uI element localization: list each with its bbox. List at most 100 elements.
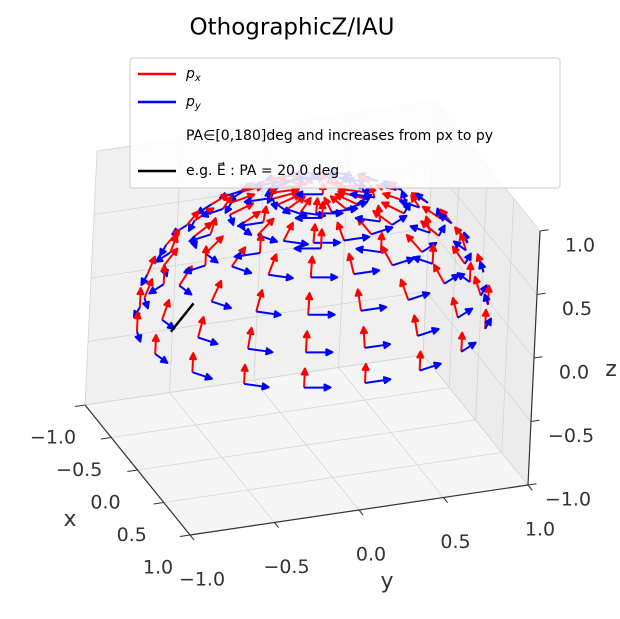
y-axis-line xyxy=(189,484,529,536)
legend-box xyxy=(129,57,561,189)
arrow xyxy=(151,333,160,354)
arrow xyxy=(458,232,467,251)
arrow xyxy=(209,217,218,235)
tick-mark xyxy=(101,437,112,440)
arrow xyxy=(204,235,224,255)
arrow xyxy=(307,255,316,278)
arrow xyxy=(161,319,176,330)
grid-line xyxy=(338,367,444,498)
arrow xyxy=(200,208,224,218)
arrow xyxy=(409,224,431,234)
arrow xyxy=(276,203,291,215)
tick-label: −1.0 xyxy=(179,569,225,591)
arrow xyxy=(349,190,375,199)
arrow xyxy=(268,185,277,199)
arrow xyxy=(411,314,420,337)
tick-mark xyxy=(539,229,549,232)
tick-mark xyxy=(127,469,138,472)
arrow xyxy=(412,255,433,265)
legend-label: e.g. E⃗ : PA = 20.0 deg xyxy=(186,161,339,179)
arrow xyxy=(399,278,410,301)
arrow xyxy=(261,205,270,223)
tick-mark xyxy=(189,534,195,541)
arrow xyxy=(224,202,233,214)
legend: px py PA∈[0,180]deg and increases from p… xyxy=(129,57,561,189)
arrow xyxy=(154,353,169,364)
arrow xyxy=(256,232,265,254)
arrow xyxy=(211,300,232,310)
arrow xyxy=(416,350,425,371)
arrow xyxy=(482,293,491,305)
arrow xyxy=(236,221,264,230)
arrow xyxy=(133,311,142,332)
arrow xyxy=(466,262,475,283)
arrow xyxy=(295,190,323,199)
arrow xyxy=(334,193,358,205)
arrow xyxy=(238,225,253,236)
arrow xyxy=(169,234,179,253)
legend-label: px xyxy=(185,66,201,84)
arrow xyxy=(377,232,386,253)
arrow xyxy=(286,195,306,211)
arrow xyxy=(300,367,309,388)
x-axis-line xyxy=(84,404,191,536)
arrow xyxy=(165,228,181,246)
arrow xyxy=(246,326,255,349)
arrow xyxy=(457,331,466,352)
tick-label: 1.0 xyxy=(525,519,555,541)
tick-mark xyxy=(533,356,543,359)
arrow xyxy=(268,273,294,282)
legend-label: py xyxy=(185,94,202,112)
arrow xyxy=(359,325,368,348)
arrow xyxy=(142,297,150,310)
arrow xyxy=(460,341,477,353)
arrow xyxy=(310,223,319,243)
arrow xyxy=(183,264,206,275)
grid-line xyxy=(425,291,532,422)
arrow xyxy=(178,284,193,296)
arrow xyxy=(305,348,334,357)
y-axis-label: y xyxy=(380,569,393,594)
arrow xyxy=(382,191,406,203)
arrow xyxy=(188,233,211,244)
arrow xyxy=(456,272,471,283)
arrow xyxy=(318,201,327,218)
tick-label: 0.5 xyxy=(562,298,592,320)
tick-label: −0.5 xyxy=(548,425,594,447)
arrow xyxy=(238,210,261,227)
tick-mark xyxy=(153,502,164,505)
arrow xyxy=(343,233,371,242)
arrow xyxy=(185,210,200,226)
arrow xyxy=(210,279,223,302)
arrow xyxy=(438,213,453,225)
arrow xyxy=(148,283,165,295)
grid-line xyxy=(422,354,529,486)
arrow xyxy=(247,347,274,356)
arrow xyxy=(197,336,219,346)
arrow xyxy=(140,274,149,286)
arrow xyxy=(361,362,370,384)
arrow xyxy=(159,244,167,257)
arrow xyxy=(355,245,382,254)
grid-line xyxy=(169,392,275,523)
z-axis-label: z xyxy=(605,357,617,382)
arrow xyxy=(364,376,392,385)
arrow xyxy=(191,221,213,239)
arrow xyxy=(154,251,171,263)
arrow xyxy=(443,273,460,285)
arrow xyxy=(255,289,265,312)
arrow xyxy=(452,240,467,252)
arrow xyxy=(312,197,321,214)
arrow xyxy=(304,383,332,392)
arrow xyxy=(243,197,271,206)
tick-mark xyxy=(274,522,280,529)
arrow xyxy=(380,245,394,266)
arrow xyxy=(231,192,256,204)
grid-line xyxy=(253,379,360,511)
arrow xyxy=(313,238,341,247)
tick-mark xyxy=(530,419,540,422)
arrow xyxy=(302,330,311,353)
arrow xyxy=(146,255,157,276)
tick-mark xyxy=(527,484,533,491)
